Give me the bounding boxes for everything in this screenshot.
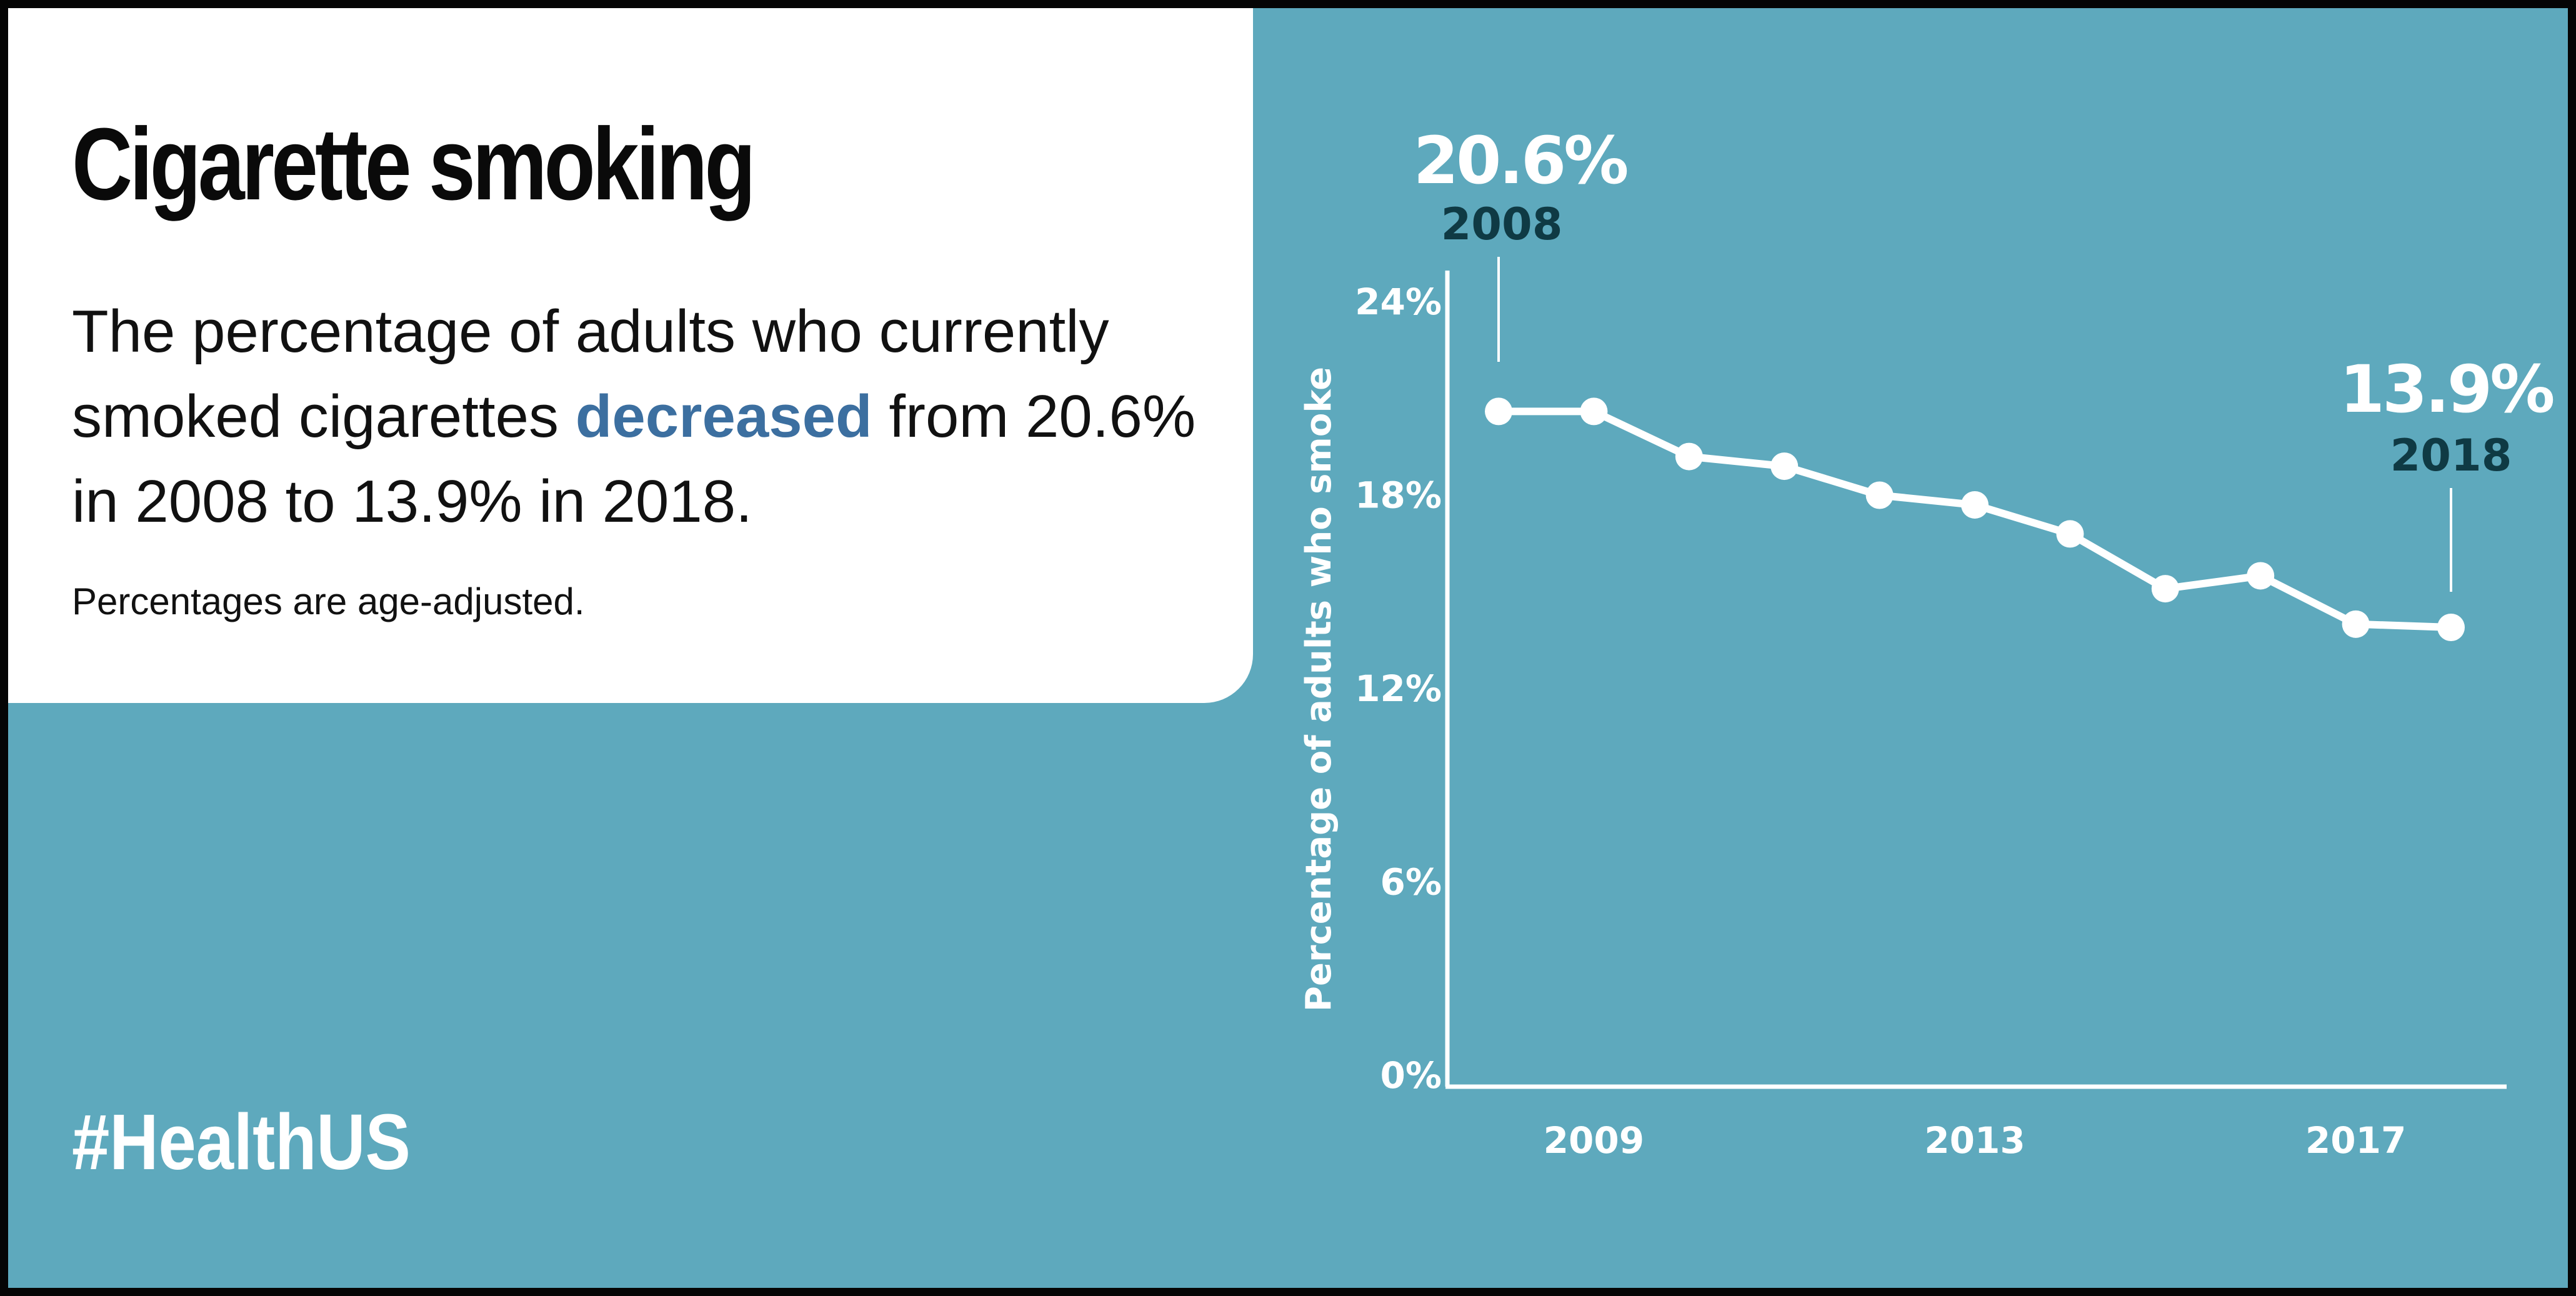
description-highlight: decreased bbox=[575, 383, 872, 450]
y-axis-title: Percentage of adults who smoke bbox=[1299, 367, 1339, 1012]
data-point bbox=[2342, 610, 2370, 638]
footnote: Percentages are age-adjusted. bbox=[72, 581, 585, 622]
y-tick-label: 12% bbox=[1355, 667, 1442, 710]
data-point bbox=[2056, 520, 2084, 548]
callout-value: 20.6% bbox=[1414, 122, 1627, 199]
text-panel: Cigarette smoking The percentage of adul… bbox=[8, 8, 1253, 703]
data-point bbox=[1865, 481, 1894, 509]
data-point bbox=[1485, 397, 1512, 426]
x-tick-label: 2017 bbox=[2305, 1119, 2406, 1162]
description-text-end: from 20.6% in 2008 to 13.9% in 2018. bbox=[72, 383, 1196, 535]
line-chart: 0% 6% 12% 18% 24% 2009 2013 2017 Percentage of a… bbox=[1299, 122, 2555, 1162]
data-point bbox=[2437, 613, 2465, 641]
y-tick-label: 0% bbox=[1380, 1054, 1442, 1097]
data-point bbox=[1770, 452, 1799, 481]
data-point bbox=[2151, 575, 2179, 603]
y-tick-label: 6% bbox=[1380, 861, 1442, 904]
page-title: Cigarette smoking bbox=[72, 107, 756, 221]
y-tick-label: 18% bbox=[1355, 474, 1442, 517]
data-point bbox=[2247, 562, 2275, 590]
y-tick-label: 24% bbox=[1355, 281, 1442, 323]
hashtag: #HealthUS bbox=[72, 1098, 411, 1186]
callout-year: 2018 bbox=[2390, 430, 2512, 481]
description-text-start: The percentage of adults who currently s… bbox=[72, 298, 1109, 450]
data-point bbox=[1580, 397, 1608, 426]
data-point bbox=[1961, 491, 1989, 519]
series-line bbox=[1495, 407, 2455, 631]
callout-year: 2008 bbox=[1441, 199, 1563, 250]
x-tick-label: 2009 bbox=[1544, 1119, 1644, 1162]
callout-value: 13.9% bbox=[2340, 351, 2554, 427]
x-tick-label: 2013 bbox=[1924, 1119, 2025, 1162]
data-point bbox=[1675, 442, 1703, 471]
description: The percentage of adults who currently s… bbox=[72, 289, 1247, 544]
